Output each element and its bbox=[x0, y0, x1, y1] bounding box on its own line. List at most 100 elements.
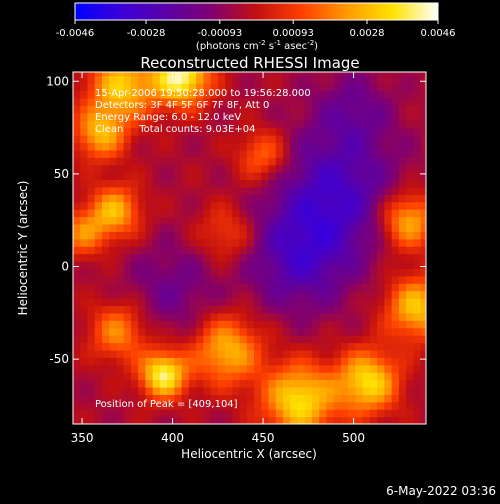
heatmap-cell bbox=[109, 209, 118, 218]
heatmap-cell bbox=[196, 134, 204, 143]
heatmap-cell bbox=[188, 416, 197, 424]
heatmap-cell bbox=[355, 290, 364, 299]
heatmap-cell bbox=[101, 298, 110, 307]
heatmap-cell bbox=[326, 90, 335, 99]
heatmap-cell bbox=[420, 349, 426, 358]
heatmap-cell bbox=[203, 238, 212, 247]
heatmap-cell bbox=[246, 164, 255, 173]
heatmap-cell bbox=[369, 364, 378, 373]
heatmap-cell bbox=[87, 134, 96, 143]
heatmap-cell bbox=[275, 283, 284, 292]
heatmap-cell bbox=[232, 172, 241, 181]
heatmap-cell bbox=[80, 149, 89, 158]
heatmap-cell bbox=[362, 372, 371, 381]
heatmap-cell bbox=[225, 320, 233, 329]
heatmap-cell bbox=[210, 327, 219, 336]
heatmap-cell bbox=[109, 409, 118, 418]
heatmap-cell bbox=[319, 72, 328, 77]
heatmap-cell bbox=[87, 75, 96, 84]
heatmap-cell bbox=[210, 223, 219, 232]
heatmap-cell bbox=[116, 201, 125, 210]
heatmap-cell bbox=[384, 172, 393, 181]
heatmap-cell bbox=[282, 298, 291, 307]
heatmap-cell bbox=[261, 335, 270, 344]
heatmap-cell bbox=[145, 401, 154, 410]
heatmap-cell bbox=[188, 231, 197, 240]
heatmap-cell bbox=[167, 342, 175, 351]
heatmap-cell bbox=[304, 164, 313, 173]
heatmap-cell bbox=[246, 409, 255, 418]
heatmap-cell bbox=[159, 72, 168, 77]
heatmap-cell bbox=[340, 83, 349, 92]
heatmap-cell bbox=[232, 305, 241, 314]
heatmap-cell bbox=[333, 149, 342, 158]
heatmap-cell bbox=[188, 216, 197, 225]
heatmap-cell bbox=[210, 194, 219, 203]
heatmap-cell bbox=[254, 379, 262, 388]
heatmap-cell bbox=[340, 134, 349, 143]
heatmap-cell bbox=[232, 349, 241, 358]
heatmap-cell bbox=[152, 105, 161, 114]
heatmap-cell bbox=[87, 416, 96, 424]
heatmap-cell bbox=[311, 231, 320, 240]
heatmap-cell bbox=[362, 335, 371, 344]
heatmap-cell bbox=[420, 164, 426, 173]
heatmap-cell bbox=[109, 401, 118, 410]
heatmap-cell bbox=[362, 105, 371, 114]
heatmap-cell bbox=[369, 290, 378, 299]
heatmap-cell bbox=[225, 409, 233, 418]
heatmap-cell bbox=[261, 401, 270, 410]
heatmap-cell bbox=[297, 394, 306, 403]
heatmap-cell bbox=[174, 194, 183, 203]
heatmap-cell bbox=[290, 72, 299, 77]
heatmap-cell bbox=[181, 134, 190, 143]
heatmap-cell bbox=[181, 364, 190, 373]
heatmap-cell bbox=[152, 298, 161, 307]
heatmap-cell bbox=[340, 290, 349, 299]
heatmap-cell bbox=[196, 112, 204, 121]
heatmap-cell bbox=[413, 409, 422, 418]
heatmap-cell bbox=[362, 327, 371, 336]
heatmap-cell bbox=[196, 283, 204, 292]
heatmap-cell bbox=[275, 320, 284, 329]
heatmap-cell bbox=[377, 134, 385, 143]
heatmap-cell bbox=[210, 216, 219, 225]
heatmap-cell bbox=[80, 72, 89, 77]
heatmap-cell bbox=[80, 364, 89, 373]
heatmap-cell bbox=[311, 112, 320, 121]
heatmap-cell bbox=[261, 112, 270, 121]
heatmap-cell bbox=[210, 253, 219, 262]
heatmap-cell bbox=[311, 90, 320, 99]
heatmap-cell bbox=[275, 364, 284, 373]
heatmap-cell bbox=[188, 97, 197, 106]
heatmap-cell bbox=[203, 416, 212, 424]
heatmap-cell bbox=[261, 134, 270, 143]
heatmap-cell bbox=[101, 127, 110, 136]
heatmap-cell bbox=[398, 142, 407, 151]
heatmap-cell bbox=[355, 364, 364, 373]
heatmap-cell bbox=[210, 268, 219, 277]
heatmap-cell bbox=[246, 320, 255, 329]
heatmap-cell bbox=[406, 320, 414, 329]
heatmap-cell bbox=[196, 149, 204, 158]
heatmap-cell bbox=[254, 298, 262, 307]
heatmap-cell bbox=[174, 335, 183, 344]
heatmap-cell bbox=[73, 194, 81, 203]
heatmap-cell bbox=[304, 120, 313, 129]
heatmap-cell bbox=[348, 201, 356, 210]
heatmap-cell bbox=[413, 120, 422, 129]
heatmap-cell bbox=[167, 305, 175, 314]
heatmap-cell bbox=[319, 349, 328, 358]
heatmap-cell bbox=[319, 275, 328, 284]
heatmap-cell bbox=[145, 268, 154, 277]
heatmap-cell bbox=[159, 97, 168, 106]
heatmap-cell bbox=[232, 127, 241, 136]
heatmap-cell bbox=[138, 172, 147, 181]
heatmap-cell bbox=[239, 164, 248, 173]
heatmap-cell bbox=[319, 357, 328, 366]
heatmap-cell bbox=[225, 327, 233, 336]
heatmap-cell bbox=[355, 298, 364, 307]
heatmap-cell bbox=[181, 238, 190, 247]
heatmap-cell bbox=[181, 342, 190, 351]
heatmap-cell bbox=[261, 260, 270, 269]
